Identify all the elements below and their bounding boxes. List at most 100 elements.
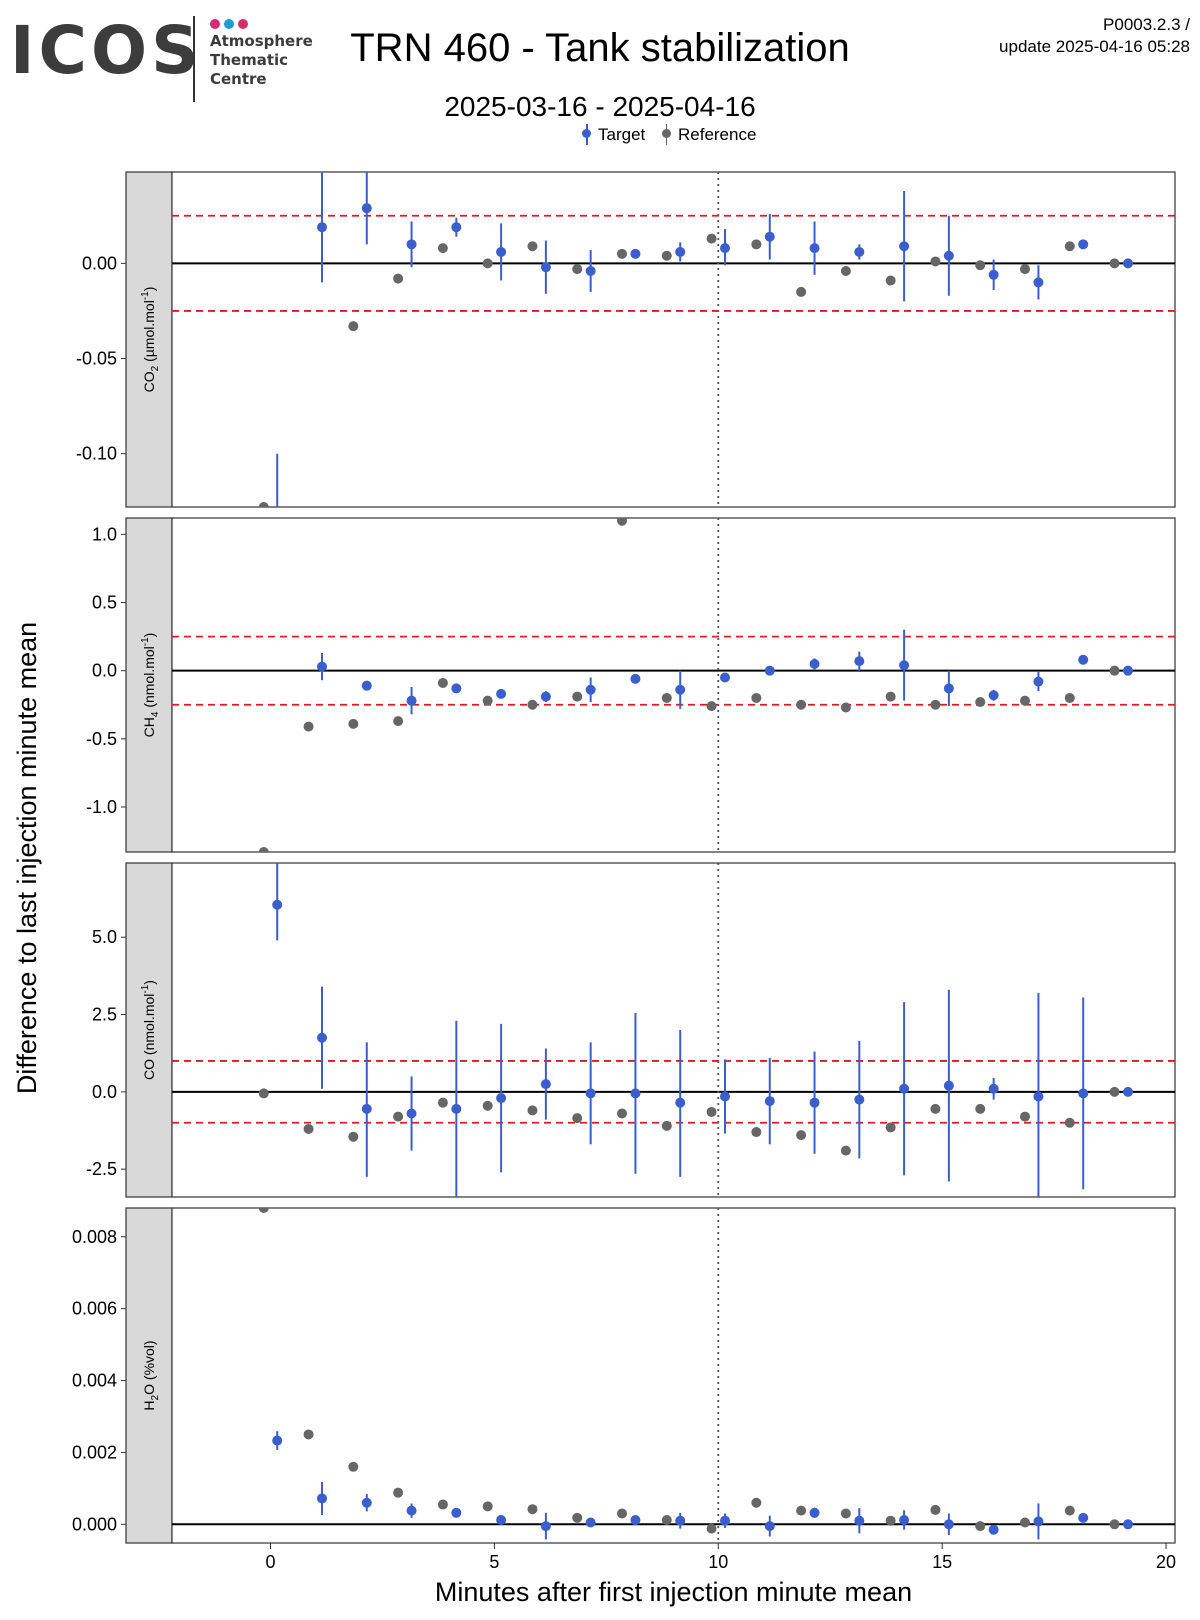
panel-strip-label: CO (nmol.mol-1) xyxy=(140,980,157,1080)
reference-point xyxy=(796,286,807,297)
target-point xyxy=(1122,1519,1133,1530)
target-point xyxy=(406,695,417,706)
target-point xyxy=(719,1091,730,1102)
legend-item-reference: Reference xyxy=(660,124,757,145)
reference-point xyxy=(258,1208,269,1213)
reference-point xyxy=(617,518,628,526)
x-tick-label: 20 xyxy=(1156,1552,1176,1572)
target-point xyxy=(451,222,462,233)
target-point xyxy=(317,661,328,672)
y-tick-label: 0.008 xyxy=(72,1227,117,1247)
logo-dots xyxy=(210,16,252,34)
reference-point xyxy=(930,1504,941,1515)
target-point xyxy=(719,672,730,683)
legend-reference-key xyxy=(661,129,671,138)
panel-strip xyxy=(125,862,173,1198)
y-tick-label: 2.5 xyxy=(92,1005,117,1025)
x-tick-label: 15 xyxy=(932,1552,952,1572)
reference-point xyxy=(751,692,762,703)
panel-frame xyxy=(171,862,1176,1198)
reference-point xyxy=(348,1461,359,1472)
target-point xyxy=(943,683,954,694)
y-axis-label: Difference to last injection minute mean xyxy=(12,622,42,1094)
legend: Target Reference xyxy=(580,124,766,145)
reference-point xyxy=(258,502,269,507)
y-tick-label: -1.0 xyxy=(86,797,117,817)
target-point xyxy=(854,1094,865,1105)
reference-point xyxy=(1109,1519,1120,1530)
target-point xyxy=(317,1032,328,1043)
y-tick-label: 0.0 xyxy=(92,1082,117,1102)
reference-point xyxy=(572,1113,583,1124)
target-point xyxy=(764,231,775,242)
target-point xyxy=(361,1497,372,1508)
y-tick-label: 0.002 xyxy=(72,1442,117,1462)
target-point xyxy=(496,688,507,699)
reference-point xyxy=(572,1512,583,1523)
reference-point xyxy=(796,699,807,710)
logo-subtitle-line: Atmosphere xyxy=(210,32,313,50)
panel-strip xyxy=(125,1207,173,1544)
reference-point xyxy=(527,1504,538,1515)
logo-subtitle-line: Thematic xyxy=(210,51,289,69)
reference-point xyxy=(751,1497,762,1508)
panel-strip-label: CH4 (nmol.mol-1) xyxy=(140,633,161,738)
logo-subtitle-line: Centre xyxy=(210,70,267,88)
reference-point xyxy=(258,1088,269,1099)
y-tick-label: 5.0 xyxy=(92,927,117,947)
reference-point xyxy=(661,1120,672,1131)
chart-title: TRN 460 - Tank stabilization xyxy=(350,26,850,70)
target-point xyxy=(719,1515,730,1526)
legend-reference-label: Reference xyxy=(677,125,757,144)
reference-point xyxy=(930,699,941,710)
reference-point xyxy=(796,1505,807,1516)
target-point xyxy=(675,246,686,257)
reference-point xyxy=(527,241,538,252)
panel-frame xyxy=(171,171,1176,508)
target-point xyxy=(1078,1088,1089,1099)
reference-point xyxy=(930,1103,941,1114)
target-point xyxy=(496,1093,507,1104)
target-point xyxy=(540,1521,551,1532)
target-point xyxy=(854,1515,865,1526)
target-point xyxy=(630,1088,641,1099)
target-point xyxy=(809,658,820,669)
reference-point xyxy=(437,243,448,254)
reference-point xyxy=(527,1105,538,1116)
target-point xyxy=(272,1435,283,1446)
panel-0: CO2 (µmol.mol-1) 0.00 -0.05 -0.10 xyxy=(76,171,1176,508)
x-axis-label: Minutes after first injection minute mea… xyxy=(435,1577,912,1607)
y-tick-label: 0.5 xyxy=(92,593,117,613)
reference-point xyxy=(1109,258,1120,269)
reference-point xyxy=(393,716,404,727)
reference-point xyxy=(1019,264,1030,275)
target-point xyxy=(1078,239,1089,250)
target-point xyxy=(675,1515,686,1526)
target-point xyxy=(988,269,999,280)
target-point xyxy=(1033,676,1044,687)
reference-point xyxy=(661,250,672,261)
icos-logo: ICOS xyxy=(10,12,203,89)
y-tick-label: -0.10 xyxy=(76,444,117,464)
target-point xyxy=(585,684,596,695)
target-point xyxy=(943,250,954,261)
reference-point xyxy=(393,1487,404,1498)
target-point xyxy=(1122,1086,1133,1097)
reference-point xyxy=(1019,695,1030,706)
reference-point xyxy=(840,1508,851,1519)
target-point xyxy=(809,1097,820,1108)
reference-point xyxy=(1064,241,1075,252)
y-tick-label: 0.00 xyxy=(82,253,117,273)
reference-point xyxy=(975,1103,986,1114)
reference-point xyxy=(1109,1086,1120,1097)
legend-item-target: Target xyxy=(580,124,645,145)
panel-1: CH4 (nmol.mol-1) 1.0 0.5 0.0 -0.5 -1.0 xyxy=(86,517,1176,853)
x-tick-label: 5 xyxy=(489,1552,499,1572)
reference-point xyxy=(393,273,404,284)
reference-point xyxy=(393,1111,404,1122)
reference-point xyxy=(885,1515,896,1526)
panel-plot-area xyxy=(172,172,1175,507)
reference-point xyxy=(840,265,851,276)
y-tick-label: -0.05 xyxy=(76,349,117,369)
